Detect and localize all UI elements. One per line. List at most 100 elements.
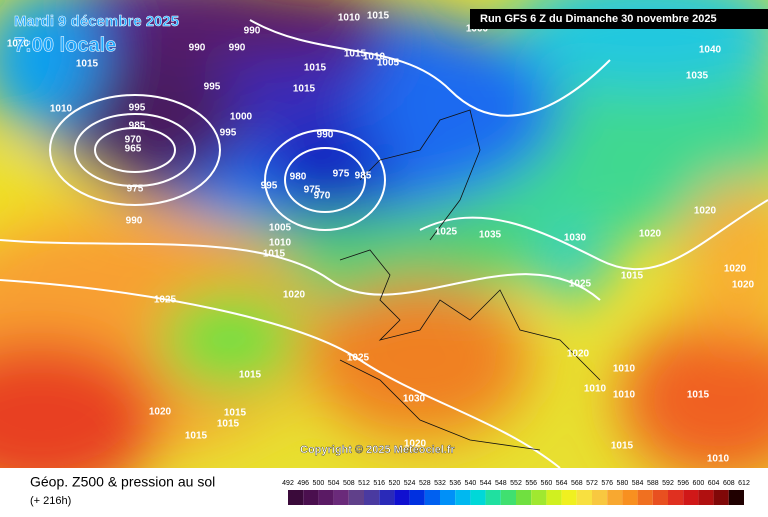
isobar-label: 1020 <box>732 280 755 291</box>
forecast-date: Mardi 9 décembre 2025 <box>14 13 179 30</box>
geopotential-field <box>0 0 768 500</box>
isobar-label: 1000 <box>466 24 489 35</box>
isobar-label: 1010 <box>50 104 73 115</box>
isobar-label: 1020 <box>7 39 30 50</box>
isobar-label: 1020 <box>283 290 306 301</box>
isobar-label: 1005 <box>377 58 400 69</box>
isobar-label: 1025 <box>154 295 177 306</box>
colorbar-cell <box>424 490 440 505</box>
colorbar-label: 492 <box>282 480 294 487</box>
colorbar-cell <box>561 490 577 505</box>
colorbar-cell <box>713 490 729 505</box>
isobar-label: 990 <box>189 43 206 54</box>
colorbar-label: 612 <box>738 480 750 487</box>
colorbar-label: 576 <box>601 480 613 487</box>
colorbar-cell <box>607 490 623 505</box>
colorbar-label: 504 <box>328 480 340 487</box>
run-info: Run GFS 6 Z du Dimanche 30 novembre 2025 <box>480 13 717 25</box>
isobar-label: 1000 <box>230 112 253 123</box>
isobar-label: 1010 <box>613 364 636 375</box>
colorbar-label: 556 <box>525 480 537 487</box>
isobar-label: 1005 <box>269 223 292 234</box>
colorbar-label: 548 <box>495 480 507 487</box>
colorbar-label: 604 <box>708 480 720 487</box>
isobar-label: 965 <box>125 144 142 155</box>
isobar-label: 995 <box>204 82 221 93</box>
colorbar-cell <box>576 490 592 505</box>
colorbar-label: 528 <box>419 480 431 487</box>
colorbar-cell <box>728 490 744 505</box>
isobar-label: 1020 <box>149 407 172 418</box>
isobar-label: 1015 <box>239 370 262 381</box>
colorbar-label: 572 <box>586 480 598 487</box>
isobar-label: 1020 <box>724 264 747 275</box>
isobar-label: 990 <box>317 130 334 141</box>
colorbar-label: 508 <box>343 480 355 487</box>
colorbar-label: 496 <box>297 480 309 487</box>
colorbar-cell <box>348 490 364 505</box>
colorbar-label: 512 <box>358 480 370 487</box>
isobar-label: 985 <box>129 121 146 132</box>
isobar-label: 975 <box>127 184 144 195</box>
colorbar-label: 564 <box>556 480 568 487</box>
isobar-label: 1015 <box>687 390 710 401</box>
isobar-label: 1010 <box>363 52 386 63</box>
isobar-label: 1010 <box>613 390 636 401</box>
isobar-label: 995 <box>129 103 146 114</box>
colorbar-label: 544 <box>480 480 492 487</box>
isobar-label: 990 <box>229 43 246 54</box>
isobar-label: 1010 <box>338 13 361 24</box>
forecast-time: 7:00 locale <box>14 34 116 56</box>
colorbar-cell <box>470 490 486 505</box>
isobar-label: 1015 <box>367 11 390 22</box>
isobar-label: 1010 <box>707 454 730 465</box>
isobar-label: 970 <box>125 135 142 146</box>
isobar-label: 995 <box>220 128 237 139</box>
isobar-label: 990 <box>126 216 143 227</box>
isobar-label: 1020 <box>404 439 427 450</box>
isobar-label: 1015 <box>344 49 367 60</box>
run-banner <box>470 9 768 29</box>
colorbar-label: 516 <box>373 480 385 487</box>
colorbar-label: 524 <box>404 480 416 487</box>
isobar-label: 1015 <box>76 59 99 70</box>
isobar-label: 1010 <box>584 384 607 395</box>
colorbar-cell <box>592 490 608 505</box>
isobar-label: 1015 <box>293 84 316 95</box>
isobar-label: 990 <box>244 26 261 37</box>
isobar-label: 1020 <box>639 229 662 240</box>
isobar-label: 1040 <box>699 45 722 56</box>
colorbar-label: 536 <box>449 480 461 487</box>
isobar-label: 1015 <box>611 441 634 452</box>
colorbar-label: 520 <box>389 480 401 487</box>
isobar-label: 1025 <box>435 227 458 238</box>
colorbar-label: 500 <box>313 480 325 487</box>
colorbar-cell <box>698 490 714 505</box>
colorbar-cell <box>455 490 471 505</box>
colorbar-cell <box>364 490 380 505</box>
colorbar-label: 540 <box>465 480 477 487</box>
isobar-label: 985 <box>355 171 372 182</box>
colorbar-cell <box>546 490 562 505</box>
colorbar-label: 552 <box>510 480 522 487</box>
colorbar: 492 496 500 504 508 512 516 520 524 528 532 536 540 5… <box>282 480 750 505</box>
colorbar-label: 560 <box>541 480 553 487</box>
isobar-label: 995 <box>261 181 278 192</box>
colorbar-cell <box>652 490 668 505</box>
colorbar-label: 600 <box>693 480 705 487</box>
footer-title: Géop. Z500 & pression au sol <box>30 474 215 490</box>
colorbar-cell <box>500 490 516 505</box>
isobar-label: 1020 <box>694 206 717 217</box>
colorbar-label: 608 <box>723 480 735 487</box>
isobar-label: 1015 <box>304 63 327 74</box>
footer-lead: (+ 216h) <box>30 495 71 507</box>
isobar-label: 1015 <box>185 431 208 442</box>
colorbar-cell <box>440 490 456 505</box>
colorbar-cell <box>683 490 699 505</box>
isobar-label: 975 <box>304 185 321 196</box>
isobar-label: 1010 <box>269 238 292 249</box>
colorbar-cell <box>333 490 349 505</box>
colorbar-cell <box>622 490 638 505</box>
colorbar-cell <box>637 490 653 505</box>
